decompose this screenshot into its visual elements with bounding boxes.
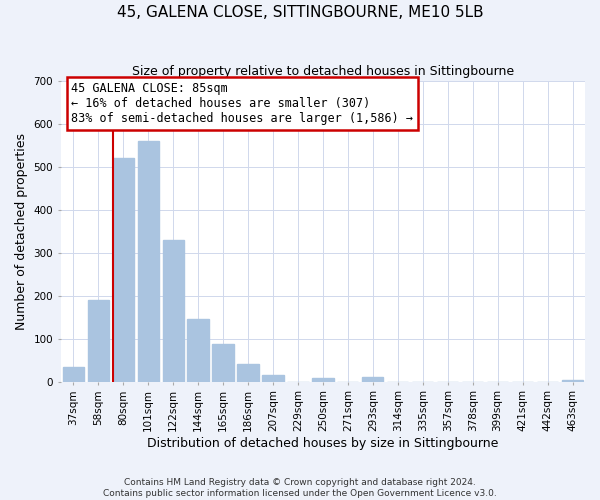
Bar [163, 240, 184, 382]
Text: 45 GALENA CLOSE: 85sqm
← 16% of detached houses are smaller (307)
83% of semi-de: 45 GALENA CLOSE: 85sqm ← 16% of detached… [71, 82, 413, 125]
Bar [88, 300, 109, 382]
Bar [212, 344, 233, 382]
Title: Size of property relative to detached houses in Sittingbourne: Size of property relative to detached ho… [132, 65, 514, 78]
Bar [113, 158, 134, 382]
Bar [313, 378, 334, 382]
Bar [137, 141, 159, 382]
Bar [238, 364, 259, 382]
Text: Contains HM Land Registry data © Crown copyright and database right 2024.
Contai: Contains HM Land Registry data © Crown c… [103, 478, 497, 498]
Bar [262, 375, 284, 382]
Bar [562, 380, 583, 382]
Text: 45, GALENA CLOSE, SITTINGBOURNE, ME10 5LB: 45, GALENA CLOSE, SITTINGBOURNE, ME10 5L… [116, 5, 484, 20]
Bar [62, 368, 84, 382]
Bar [187, 320, 209, 382]
Bar [362, 378, 383, 382]
X-axis label: Distribution of detached houses by size in Sittingbourne: Distribution of detached houses by size … [147, 437, 499, 450]
Y-axis label: Number of detached properties: Number of detached properties [15, 132, 28, 330]
